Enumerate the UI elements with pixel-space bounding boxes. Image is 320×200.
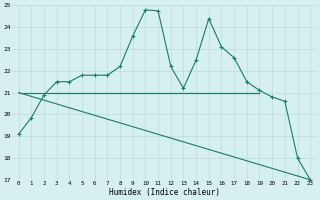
X-axis label: Humidex (Indice chaleur): Humidex (Indice chaleur) (109, 188, 220, 197)
